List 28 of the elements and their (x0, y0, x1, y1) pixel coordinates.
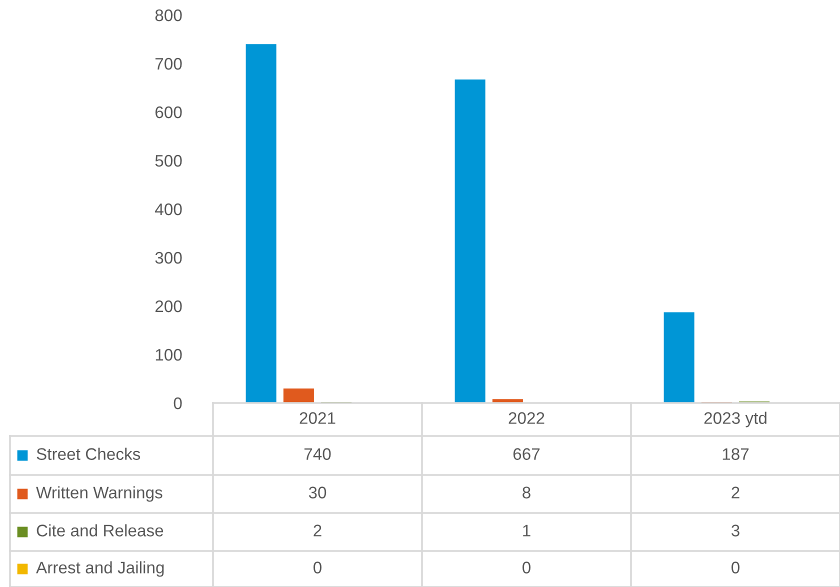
y-tick-label: 500 (155, 154, 182, 167)
legend-label: Cite and Release (36, 524, 164, 536)
x-tick-label: 2023 ytd (704, 412, 766, 428)
y-tick-label: 700 (155, 58, 182, 70)
data-label: 2 (314, 524, 322, 536)
data-label: 0 (314, 562, 322, 574)
data-label: 8 (522, 486, 530, 498)
legend-label: Written Warnings (36, 486, 162, 502)
y-tick-label: 800 (155, 9, 182, 22)
legend-label: Arrest and Jailing (36, 561, 164, 577)
data-label: 0 (732, 562, 740, 574)
data-label: 667 (513, 448, 540, 460)
y-tick-label: 100 (156, 348, 182, 361)
y-tick-label: 600 (155, 106, 182, 118)
y-tick-label: 400 (155, 203, 182, 216)
y-tick-label: 0 (174, 397, 182, 410)
data-label: 0 (522, 562, 530, 574)
data-label: 187 (722, 448, 749, 460)
x-tick-label: 2022 (508, 412, 544, 424)
data-label: 2 (732, 486, 740, 498)
x-tick-label: 2021 (300, 412, 336, 424)
legend-label: Street Checks (36, 448, 140, 460)
y-tick-label: 300 (155, 252, 182, 264)
data-label: 3 (732, 524, 740, 536)
data-label: 30 (308, 486, 326, 498)
data-label: 1 (523, 524, 530, 536)
data-label: 740 (304, 448, 331, 460)
y-tick-label: 200 (155, 300, 182, 312)
